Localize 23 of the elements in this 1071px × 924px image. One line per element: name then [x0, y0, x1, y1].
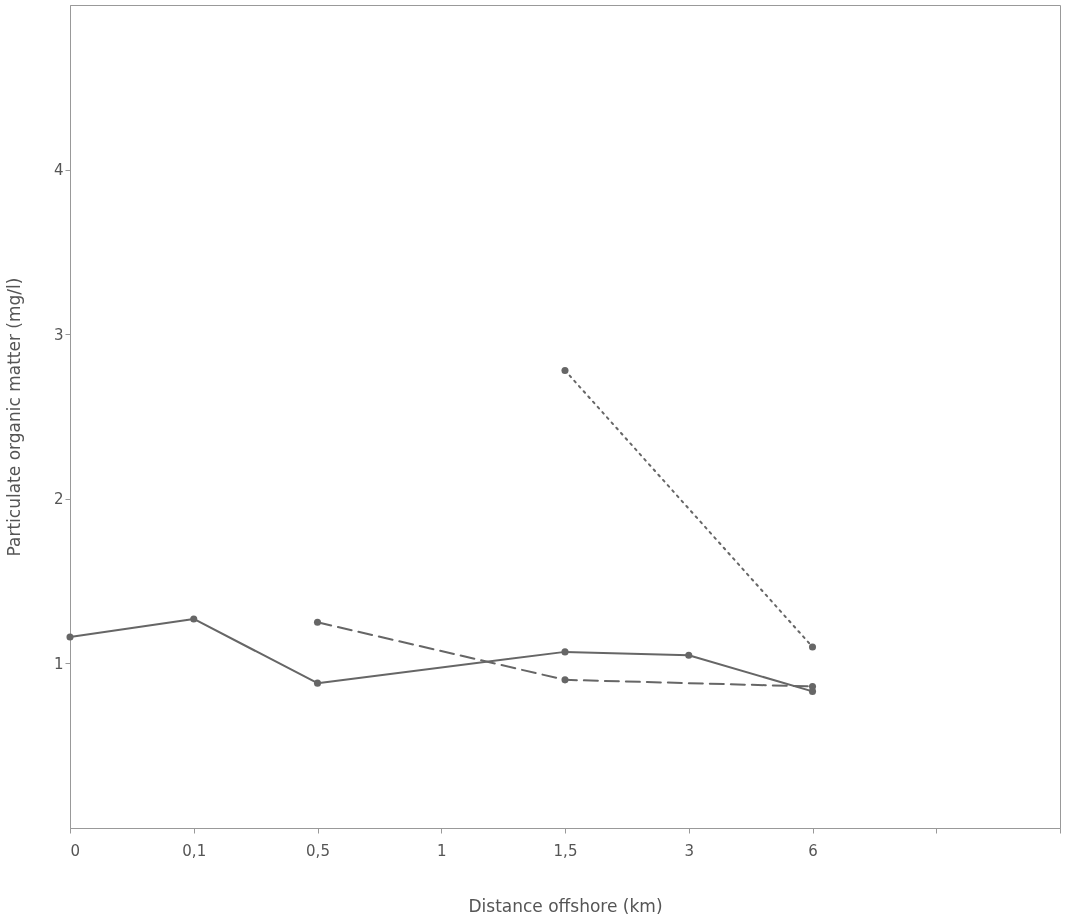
x-tick-label: 1,5: [553, 841, 578, 860]
point: [190, 615, 198, 623]
x-tick-label: 0: [70, 841, 81, 860]
y-tick-label: 2: [53, 490, 64, 509]
point: [685, 651, 693, 659]
point: [808, 682, 817, 690]
x-tick-label: 3: [684, 841, 695, 860]
point: [561, 676, 569, 684]
point: [561, 366, 569, 374]
y-tick-label: 1: [53, 654, 64, 673]
y-tick-label: 3: [53, 325, 64, 344]
point: [313, 618, 322, 626]
point: [808, 643, 817, 651]
y-axis-title: Particulate organic matter (mg/l): [3, 277, 24, 557]
x-tick-label: 1: [436, 841, 447, 860]
point: [561, 648, 569, 656]
x-axis-title: Distance offshore (km): [468, 895, 663, 916]
x-tick-label: 6: [808, 841, 818, 860]
y-tick-label: 4: [53, 161, 64, 180]
x-tick-label: 0,1: [182, 841, 207, 860]
point: [66, 633, 74, 641]
x-tick-label: 0,5: [306, 841, 330, 860]
point: [313, 679, 322, 687]
